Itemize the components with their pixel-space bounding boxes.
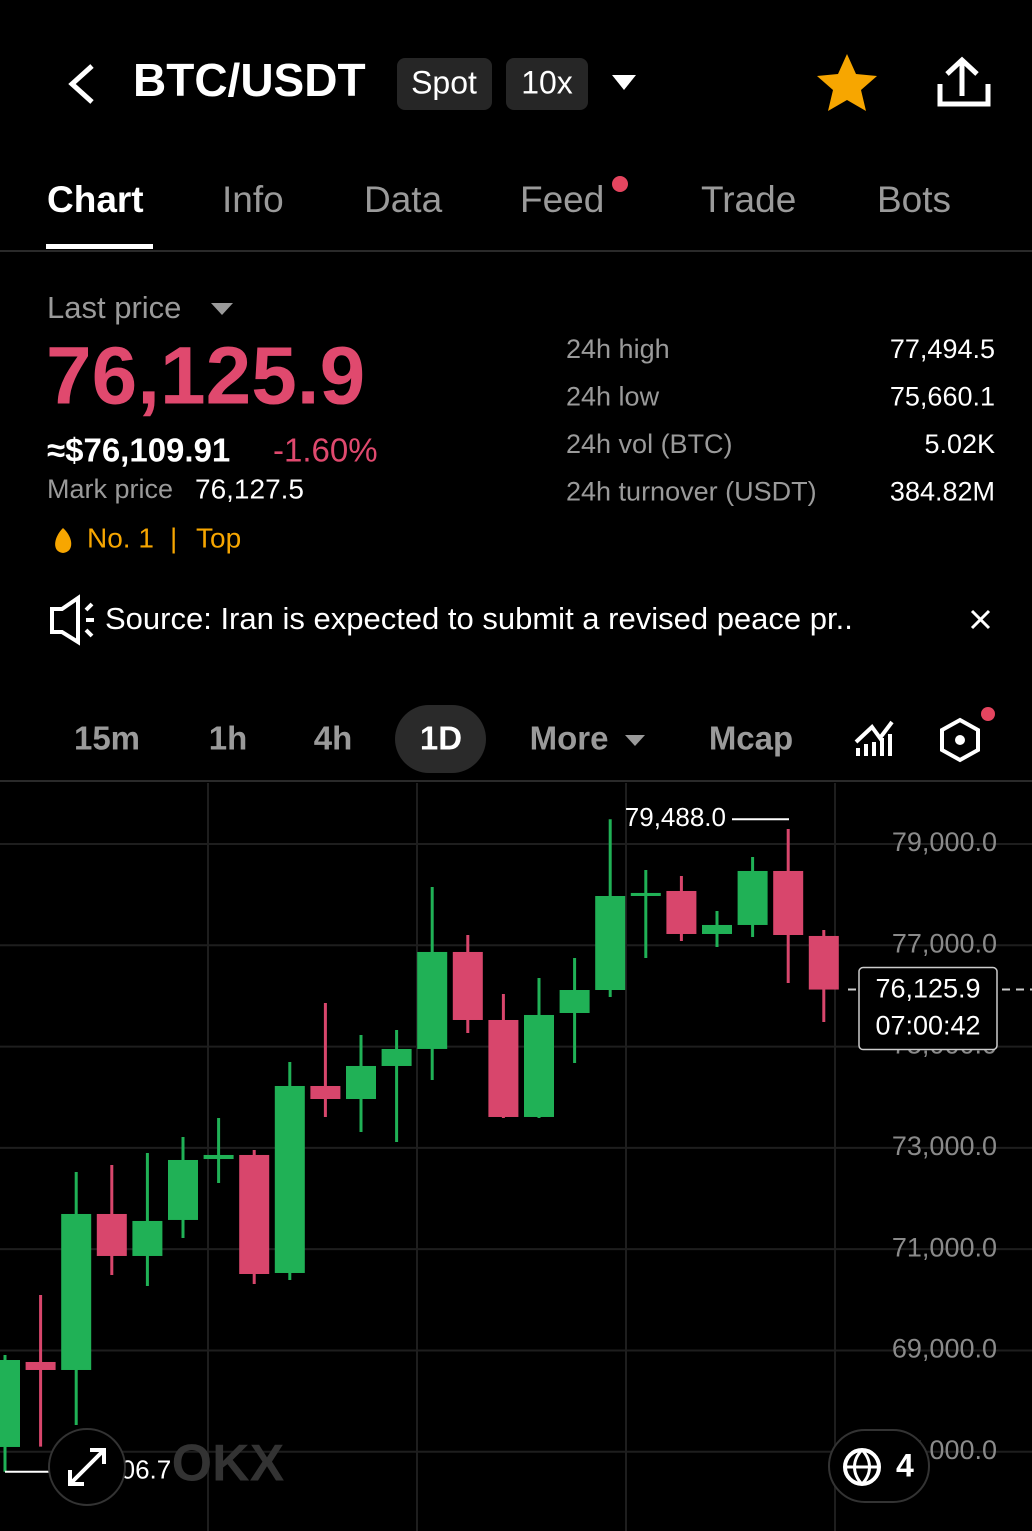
stat-value: 384.82M — [890, 477, 995, 507]
megaphone-icon — [50, 594, 94, 646]
candle-body — [239, 1154, 270, 1275]
stat-label: 24h turnover (USDT) — [566, 477, 817, 507]
candlestick-chart[interactable]: 79,000.077,000.075,000.073,000.071,000.0… — [0, 802, 1032, 1485]
stat-value: 75,660.1 — [890, 382, 995, 412]
candle-body — [168, 1159, 198, 1220]
candle-body — [203, 1154, 234, 1160]
tab[interactable]: Trade — [701, 179, 796, 220]
candle-body — [524, 1014, 554, 1117]
pair-title: BTC/USDT — [133, 54, 366, 106]
favorite-star[interactable] — [817, 54, 877, 111]
tab[interactable]: Feed — [520, 179, 604, 220]
dropdown-icon[interactable] — [612, 75, 636, 90]
y-tick-label: 79,000.0 — [892, 827, 997, 857]
badge-bg — [397, 58, 492, 110]
share-icon[interactable] — [937, 56, 991, 107]
notification-dot — [612, 176, 628, 192]
candle-body — [773, 870, 804, 936]
mark-price-label: Mark price — [47, 474, 173, 504]
news-ticker[interactable]: Source: Iran is expected to submit a rev… — [105, 601, 853, 636]
candle-body — [452, 951, 483, 1020]
tab[interactable]: Info — [222, 179, 284, 220]
candle-body — [132, 1220, 163, 1256]
badge[interactable]: 10x — [521, 64, 573, 100]
timeframe-bar: 15m 1h 4h 1D More Mcap — [74, 720, 793, 757]
tab[interactable]: Bots — [877, 179, 951, 220]
stat-label: 24h vol (BTC) — [566, 429, 733, 459]
tab[interactable]: Data — [364, 179, 443, 220]
candle-body — [0, 1360, 20, 1447]
y-tick-label: 71,000.0 — [892, 1232, 997, 1262]
stat-label: 24h low — [566, 382, 660, 412]
candle-body — [274, 1085, 305, 1273]
stat-label: 24h high — [566, 334, 670, 364]
stats: 24h high 77,494.5 24h low 75,660.1 24h vol (… — [566, 334, 995, 507]
last-price-box — [858, 966, 998, 1051]
settings-icon-dot — [955, 735, 965, 745]
stat-value: 5.02K — [924, 429, 995, 459]
candle-body — [559, 990, 590, 1014]
last-price: 76,125.9 — [46, 331, 365, 422]
candle-body — [346, 1065, 376, 1100]
stat-value: 77,494.5 — [890, 334, 995, 364]
last-price-label: 76,125.9 — [875, 974, 980, 1004]
badge-bg — [506, 58, 588, 110]
active-timeframe-bg — [395, 705, 486, 773]
tab-underline — [46, 244, 153, 249]
settings-icon[interactable] — [940, 717, 980, 763]
close-button[interactable] — [970, 609, 991, 630]
timeframe[interactable]: 4h — [314, 720, 353, 757]
indicator-icon[interactable] — [854, 720, 894, 756]
overlay-icon — [845, 1448, 879, 1486]
candle-body — [630, 892, 661, 897]
usd-price: ≈$76,109.91 — [47, 432, 230, 469]
candle-body — [25, 1361, 56, 1370]
candle-body — [808, 935, 839, 990]
dropdown-icon[interactable] — [625, 735, 645, 746]
y-tick-label: 73,000.0 — [892, 1131, 997, 1161]
candle-body — [595, 896, 626, 991]
candle-body — [96, 1213, 127, 1256]
mark-price: 76,127.5 — [195, 473, 304, 504]
candle-body — [737, 870, 768, 925]
countdown: 07:00:42 — [875, 1011, 980, 1041]
candle-body — [488, 1019, 519, 1117]
rank-tag[interactable]: Top — [196, 522, 241, 553]
timeframe[interactable]: Mcap — [709, 720, 793, 757]
candle-body — [61, 1213, 92, 1370]
back-button[interactable] — [68, 64, 94, 104]
candle-body — [310, 1085, 341, 1100]
overlay-count: 4 — [896, 1447, 914, 1483]
timeframe[interactable]: 15m — [74, 720, 140, 757]
rank-separator: | — [170, 522, 177, 553]
price-label: Last price — [47, 290, 181, 325]
notification-dot — [981, 707, 995, 721]
fire-icon — [55, 528, 72, 553]
candle-body — [417, 951, 448, 1049]
candle-body — [666, 890, 697, 934]
tab-bar: Chart Info Data Feed Trade Bots — [47, 179, 951, 220]
watermark: OKX — [172, 1435, 285, 1493]
expand-icon — [68, 1448, 106, 1486]
candle-body — [381, 1048, 412, 1066]
badge[interactable]: Spot — [411, 64, 477, 100]
candle-body — [702, 924, 732, 934]
high-marker-label: 79,488.0 — [625, 802, 726, 832]
price-change: -1.60% — [273, 432, 378, 469]
timeframe[interactable]: 1h — [209, 720, 248, 757]
y-tick-label: 77,000.0 — [892, 928, 997, 958]
dropdown-icon[interactable] — [211, 303, 233, 315]
timeframe[interactable]: More — [530, 720, 609, 757]
tab[interactable]: Chart — [47, 179, 144, 220]
rank: No. 1 — [87, 522, 154, 553]
timeframe[interactable]: 1D — [420, 720, 462, 757]
y-tick-label: 69,000.0 — [892, 1334, 997, 1364]
